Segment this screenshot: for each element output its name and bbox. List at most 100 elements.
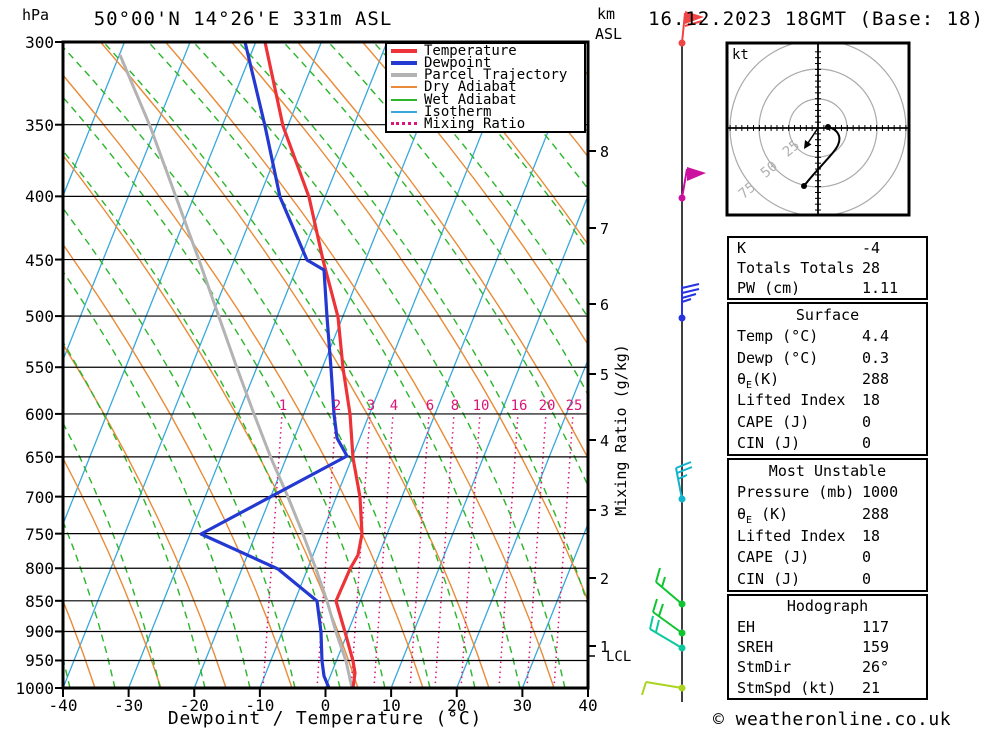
- mixing-ratio-line: [498, 413, 519, 688]
- wet-adiabat-line: [63, 421, 161, 688]
- mixing-ratio-value-label: 2: [333, 398, 341, 414]
- isotherm-line: [456, 358, 588, 688]
- hodograph-ring-label: 50: [758, 158, 781, 181]
- hodograph-ring-label: 75: [736, 179, 759, 202]
- legend-item: Wet Adiabat: [387, 93, 584, 107]
- pressure-axis-label: 950: [25, 651, 54, 671]
- isotherm-legend-swatch: [391, 110, 417, 113]
- wind-barb-column: [641, 11, 706, 702]
- wet-adiabat-line: [372, 42, 588, 319]
- isotherm-line: [63, 42, 126, 198]
- temperature-axis-label: 0: [320, 696, 331, 715]
- isotherm-line: [324, 42, 585, 688]
- wet-adiabat-legend-swatch: [391, 98, 417, 101]
- mixing-ratio-line: [316, 413, 337, 688]
- x-axis-title: Dewpoint / Temperature (°C): [167, 708, 483, 729]
- pressure-axis-label: 650: [25, 447, 54, 467]
- table-row: PW (cm) 1.11: [729, 278, 926, 298]
- dry-adiabat-line: [99, 42, 490, 688]
- km-unit-label: km: [597, 5, 616, 23]
- wind-barb: [675, 461, 693, 503]
- km-axis-label: 3: [600, 502, 610, 520]
- station-title: 50°00'N 14°26'E 331m ASL: [93, 8, 393, 30]
- mixing-ratio-line: [526, 413, 547, 688]
- stat-value: 159: [862, 637, 890, 656]
- stat-label: Dewp (°C): [737, 348, 819, 367]
- hodograph-trace: [803, 126, 841, 187]
- stat-value: 117: [862, 617, 890, 636]
- stats-section-header: Hodograph: [786, 597, 869, 616]
- temperature-axis-label: -30: [114, 696, 144, 715]
- dry-adiabat-line: [63, 74, 424, 688]
- table-row: CAPE (J) 0: [729, 547, 926, 567]
- pressure-axis-label: 900: [25, 622, 54, 642]
- legend: Temperature Dewpoint Parcel Trajectory Dry …: [385, 42, 586, 133]
- legend-item-label: Dewpoint: [424, 55, 492, 72]
- temperature-axis-label: 30: [512, 696, 533, 715]
- mixing-ratio-value-label: 16: [511, 398, 528, 414]
- km-axis-label: 7: [600, 220, 610, 238]
- hodograph-border: [725, 41, 911, 217]
- stat-value: -4: [862, 239, 881, 257]
- mixing-ratio-line: [409, 413, 430, 688]
- stat-label: θE(K): [737, 369, 780, 391]
- stat-label: StmSpd (kt): [737, 678, 837, 697]
- stat-value: 0: [862, 548, 872, 567]
- dry-adiabat-legend-swatch: [391, 86, 417, 89]
- stat-value: 0: [862, 434, 872, 453]
- mixing-ratio-value-label: 25: [566, 398, 583, 414]
- stat-label: K: [737, 239, 747, 257]
- stats-table-section: K -4 Totals Totals 28 PW (cm) 1.11: [727, 236, 928, 300]
- table-row: SREH 159: [729, 637, 926, 657]
- legend-item-label: Isotherm: [424, 103, 492, 120]
- legend-item: Isotherm: [387, 103, 584, 120]
- mixing-ratio-value-label: 6: [426, 398, 434, 414]
- km-axis-label: 6: [600, 296, 610, 314]
- stat-value: 18: [862, 391, 881, 410]
- mixing-ratio-line: [460, 413, 481, 688]
- stat-label: CAPE (J): [737, 548, 810, 567]
- stat-value: 1.11: [862, 279, 899, 297]
- wet-adiabat-line: [63, 149, 341, 688]
- legend-item-label: Parcel Trajectory: [424, 67, 568, 84]
- legend-item: Temperature: [387, 44, 584, 58]
- wet-adiabat-line: [327, 42, 588, 397]
- table-row: CIN (J) 0: [729, 433, 926, 453]
- wet-adiabat-line: [282, 42, 588, 488]
- stats-table-section: Surface Temp (°C) 4.4 Dewp (°C) 0.3 θE(K) 288 L…: [727, 302, 928, 456]
- pressure-axis-label: 600: [25, 404, 54, 424]
- mixing-ratio-value-label: 3: [367, 398, 375, 414]
- table-row: K -4: [729, 238, 926, 258]
- km-axis-label: 5: [600, 366, 610, 384]
- wet-adiabat-line: [63, 519, 116, 688]
- mixing-ratio-value-label: 4: [390, 398, 398, 414]
- pressure-axis-label: 400: [25, 187, 54, 207]
- hodograph-trace-dot: [825, 124, 831, 130]
- pressure-unit-label: hPa: [22, 6, 50, 24]
- wet-adiabat-line: [63, 340, 206, 688]
- table-row: Totals Totals 28: [729, 258, 926, 278]
- wet-adiabat-line: [192, 42, 566, 688]
- pressure-axis-label: 1000: [15, 679, 54, 698]
- isotherm-line: [521, 522, 588, 688]
- table-row: StmSpd (kt) 21: [729, 678, 926, 698]
- parcel-trajectory-curve: [118, 54, 354, 688]
- dry-adiabat-line: [63, 154, 359, 688]
- stat-value: 0: [862, 412, 872, 431]
- stat-label: SREH: [737, 637, 774, 656]
- hodograph-unit-label: kt: [732, 47, 749, 63]
- wet-adiabat-line: [237, 42, 588, 609]
- km-axis-label: 1: [600, 638, 610, 656]
- table-row: CIN (J) 0: [729, 569, 926, 589]
- mixing-ratio-line: [373, 413, 394, 688]
- wet-adiabat-line: [102, 42, 476, 688]
- stat-value: 288: [862, 369, 890, 388]
- asl-label: ASL: [595, 25, 623, 43]
- plot-border: [61, 40, 590, 690]
- stat-value: 18: [862, 526, 881, 545]
- pressure-axis-label: 550: [25, 358, 54, 378]
- pressure-axis-label: 800: [25, 559, 54, 579]
- temperature-axis-label: -20: [179, 696, 209, 715]
- table-row: CAPE (J) 0: [729, 412, 926, 432]
- km-axis-label: 4: [600, 432, 610, 450]
